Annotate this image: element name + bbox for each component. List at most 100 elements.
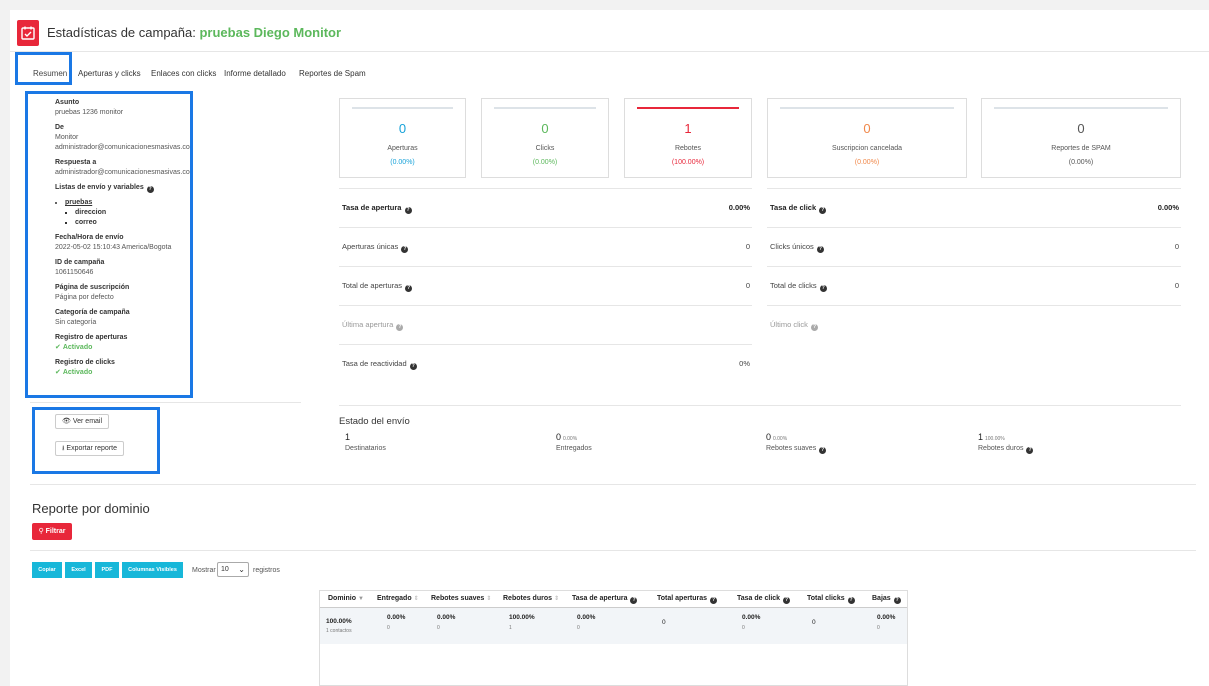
fecha-label: Fecha/Hora de envío (55, 234, 124, 241)
question-icon: ? (819, 447, 827, 454)
question-icon: ? (409, 363, 417, 370)
stat-label-text: Último click (770, 320, 808, 329)
reg-aperturas-value: Activado (62, 344, 93, 351)
estado-percent: 0.00% (562, 436, 578, 442)
question-icon: ? (819, 207, 827, 214)
highlight-info-box (25, 91, 193, 398)
cell-tasa-click-sub: 0 (742, 625, 745, 631)
card-rebotes: 1 Rebotes (100.00%) (624, 98, 752, 178)
eye-icon: 👁 (62, 418, 71, 425)
cell-dominio-sub: 1 contactos (326, 628, 352, 634)
col-header-tasa-click[interactable]: Tasa de click ? (737, 595, 791, 604)
cell-rebotes-duros-sub: 1 (509, 625, 512, 631)
stat-tasa-apertura: Tasa de apertura ? 0.00% (339, 189, 752, 228)
col-header-text: Rebotes duros (503, 595, 553, 602)
card-label: Clicks (535, 145, 555, 152)
id-value: 1061150646 (55, 269, 94, 276)
columnas-visibles-button[interactable]: Columnas Visibles (122, 562, 183, 578)
filtrar-button[interactable]: ⚲ Filtrar (32, 523, 72, 540)
col-header-rebotes-duros[interactable]: Rebotes duros ⇕ (503, 595, 559, 602)
calendar-check-icon (17, 20, 39, 46)
chevron-down-icon: ⌄ (238, 565, 245, 574)
estado-rebotes-suaves: 0 0.00% Rebotes suaves ? (766, 432, 827, 454)
main-panel: Estadísticas de campaña: pruebas Diego M… (10, 10, 1209, 686)
card-number: 0 (863, 121, 871, 136)
col-header-rebotes-suaves[interactable]: Rebotes suaves ⇕ (431, 595, 491, 602)
estado-number: 0 (766, 432, 772, 442)
excel-button[interactable]: Excel (65, 562, 92, 578)
tab-resumen[interactable]: Resumen (33, 69, 68, 78)
card-bar (780, 107, 954, 109)
col-header-bajas[interactable]: Bajas ? (872, 595, 901, 604)
stat-label: Último click ? (770, 320, 819, 331)
cell-tasa-click: 0.00% (742, 614, 761, 621)
reg-aperturas-label: Registro de aperturas (55, 334, 128, 341)
dominio-title: Reporte por dominio (32, 501, 150, 516)
question-icon: ? (816, 246, 824, 253)
col-header-dominio[interactable]: Dominio ▼ (328, 595, 364, 602)
question-icon: ? (146, 186, 154, 193)
stat-value: 0 (745, 242, 750, 251)
stat-label: Total de aperturas ? (342, 281, 413, 292)
col-header-text: Entregado (377, 595, 412, 602)
stat-label: Tasa de apertura ? (342, 203, 412, 214)
ver-email-button[interactable]: 👁 Ver email (55, 414, 110, 429)
estado-number: 1 (978, 432, 984, 442)
col-header-total-aperturas[interactable]: Total aperturas ? (657, 595, 718, 604)
stat-value: 0 (1174, 242, 1179, 251)
asunto-value: pruebas 1236 monitor (55, 109, 124, 116)
estado-percent: 0.00% (772, 436, 788, 442)
stat-aperturas-unicas: Aperturas únicas ? 0 (339, 228, 752, 267)
pdf-button[interactable]: PDF (95, 562, 119, 578)
estado-number: 0 (556, 432, 562, 442)
cell-rebotes-suaves-sub: 0 (437, 625, 440, 631)
col-header-total-clicks[interactable]: Total clicks ? (807, 595, 855, 604)
question-icon: ? (630, 597, 638, 604)
card-percent: (0.00%) (532, 159, 558, 166)
col-header-text: Total clicks (807, 595, 845, 602)
card-number: 0 (541, 121, 549, 136)
stat-value: 0 (1174, 281, 1179, 290)
tab-aperturas-clicks[interactable]: Aperturas y clicks (78, 69, 141, 78)
stat-label: Clicks únicos ? (770, 242, 824, 253)
estado-number: 1 (345, 432, 351, 442)
estado-rebotes-duros: 1 100.00% Rebotes duros ? (978, 432, 1034, 454)
search-icon: ⚲ (38, 528, 44, 535)
stat-value: 0.00% (1157, 203, 1179, 212)
estado-destinatarios: 1 Destinatarios (345, 432, 386, 452)
stat-clicks-unicos: Clicks únicos ? 0 (767, 228, 1181, 267)
exportar-reporte-button[interactable]: ⭳ Exportar reporte (55, 441, 124, 456)
card-percent: (0.00%) (390, 159, 415, 166)
header-divider (10, 51, 1209, 52)
tab-reportes-spam[interactable]: Reportes de Spam (299, 69, 366, 78)
stat-label-text: Aperturas únicas (342, 242, 399, 251)
estado-label: Rebotes duros (978, 445, 1024, 452)
card-percent: (100.00%) (671, 159, 705, 166)
cell-total-aperturas: 0 (662, 619, 666, 626)
stat-label: Tasa de click ? (770, 203, 827, 214)
card-bar (352, 107, 453, 109)
col-header-tasa-apertura[interactable]: Tasa de apertura ? (572, 595, 638, 604)
variable-item: direccion (75, 208, 190, 218)
tab-enlaces-clicks[interactable]: Enlaces con clicks (151, 69, 217, 78)
card-clicks: 0 Clicks (0.00%) (481, 98, 609, 178)
copiar-button[interactable]: Copiar (32, 562, 62, 578)
card-bar (637, 107, 739, 109)
sort-icon: ⇕ (553, 596, 559, 602)
page-size-select[interactable]: 10 ⌄ (217, 562, 249, 577)
question-icon: ? (819, 285, 827, 292)
estado-entregados: 0 0.00% Entregados (556, 432, 592, 452)
card-label: Suscripcion cancelada (831, 145, 903, 152)
col-header-text: Tasa de apertura (572, 595, 628, 602)
card-suscripcion-cancelada: 0 Suscripcion cancelada (0.00%) (767, 98, 967, 178)
lista-name-link[interactable]: pruebas (65, 199, 93, 206)
estado-title: Estado del envío (339, 416, 410, 427)
reg-clicks-value: Activado (62, 369, 93, 376)
tab-informe-detallado[interactable]: Informe detallado (224, 69, 286, 78)
card-number: 0 (1077, 121, 1085, 136)
sort-desc-icon: ▼ (357, 596, 364, 602)
col-header-entregado[interactable]: Entregado ⇕ (377, 595, 419, 602)
reg-clicks-status: ✔ Activado (55, 369, 93, 376)
divider (339, 405, 1181, 406)
stat-label: Aperturas únicas ? (342, 242, 409, 253)
